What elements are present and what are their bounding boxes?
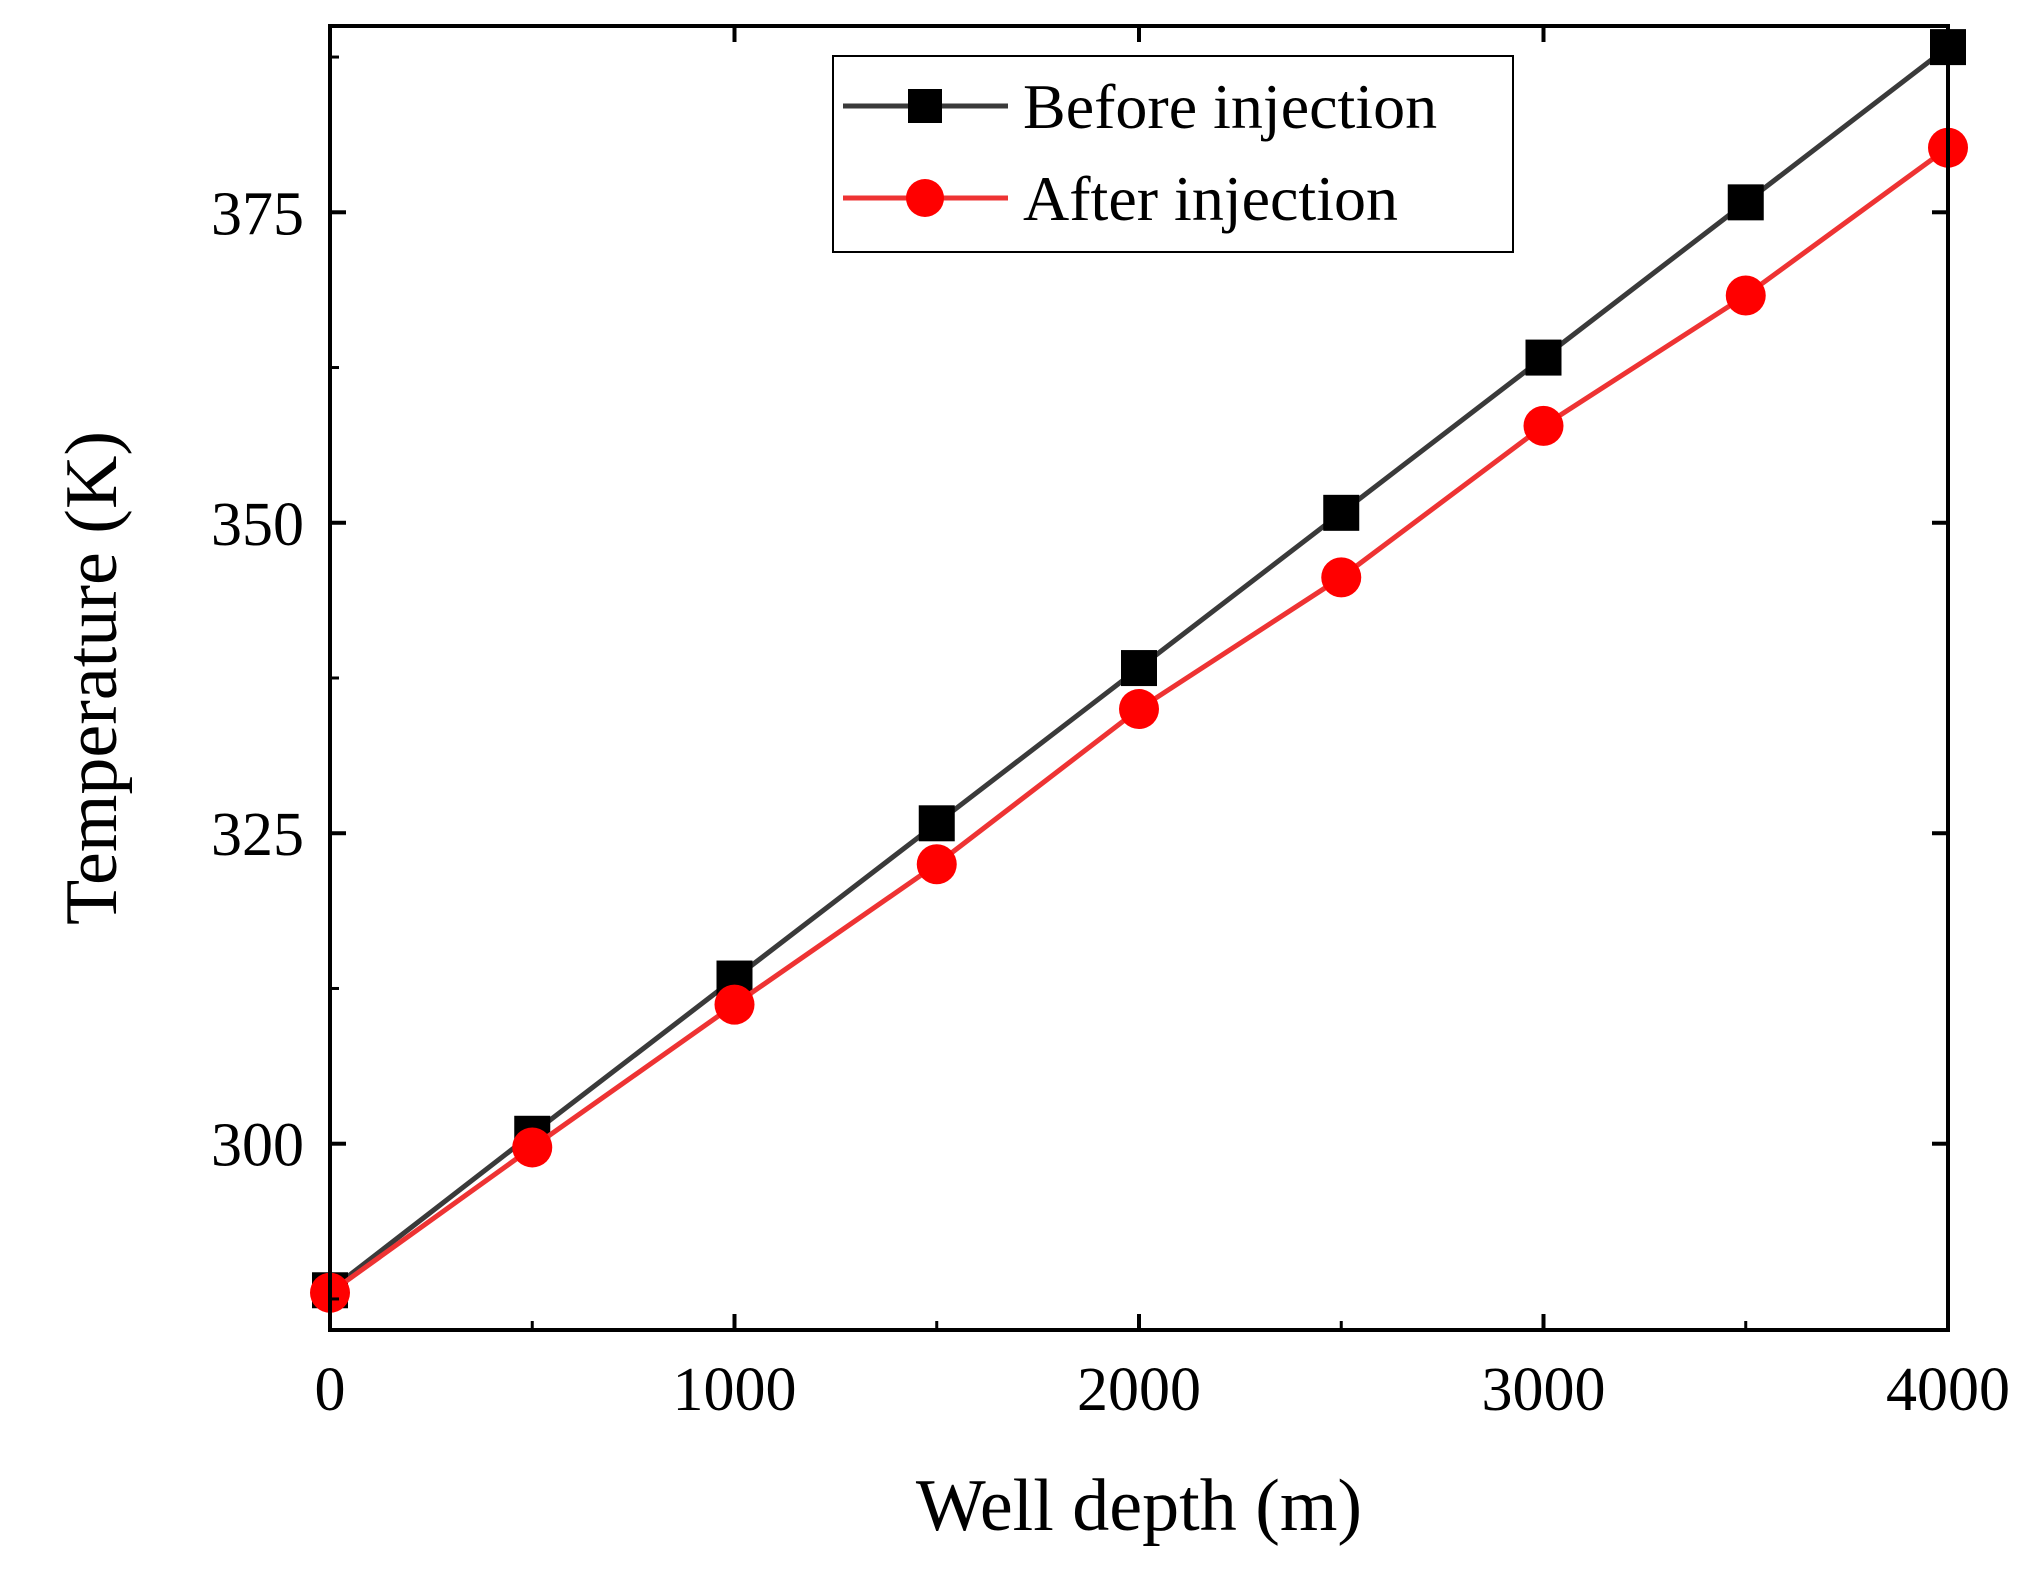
data-point: [1525, 339, 1562, 376]
data-point: [916, 844, 957, 885]
x-tick-label: 0: [315, 1356, 346, 1424]
x-tick-label: 3000: [1482, 1356, 1606, 1424]
y-tick-label: 325: [211, 801, 304, 869]
legend: Before injection After injection: [832, 55, 1514, 253]
data-point: [1725, 275, 1766, 316]
x-tick-label: 1000: [673, 1356, 797, 1424]
data-point: [1727, 184, 1764, 221]
x-tick-label: 4000: [1886, 1356, 2010, 1424]
y-axis-title: Temperature (K): [51, 431, 133, 925]
series-layer: [310, 29, 1968, 1313]
series-0: [312, 29, 1966, 1309]
data-point: [1119, 689, 1159, 730]
data-point: [512, 1127, 553, 1168]
legend-box: [832, 55, 1514, 253]
data-point: [714, 984, 755, 1025]
data-point: [1323, 494, 1360, 531]
x-axis-title: Well depth (m): [916, 1465, 1362, 1547]
data-point: [1321, 557, 1362, 598]
y-tick-label: 350: [211, 491, 304, 559]
series-1: [310, 127, 1968, 1313]
data-point: [1523, 405, 1564, 446]
y-tick-label: 300: [211, 1112, 304, 1180]
x-tick-label: 2000: [1077, 1356, 1201, 1424]
data-point: [918, 805, 955, 842]
legend-entry: Before injection: [843, 71, 1437, 142]
data-point: [1121, 650, 1157, 687]
y-tick-label: 375: [211, 180, 304, 248]
legend-marker: [908, 89, 942, 123]
legend-label: After injection: [1023, 163, 1398, 234]
legend-marker: [906, 179, 944, 217]
legend-entry: After injection: [843, 163, 1398, 234]
legend-label: Before injection: [1023, 71, 1437, 142]
ticks-layer: 0 1000 2000 3000 4000 300 325 350 375: [211, 26, 2010, 1424]
